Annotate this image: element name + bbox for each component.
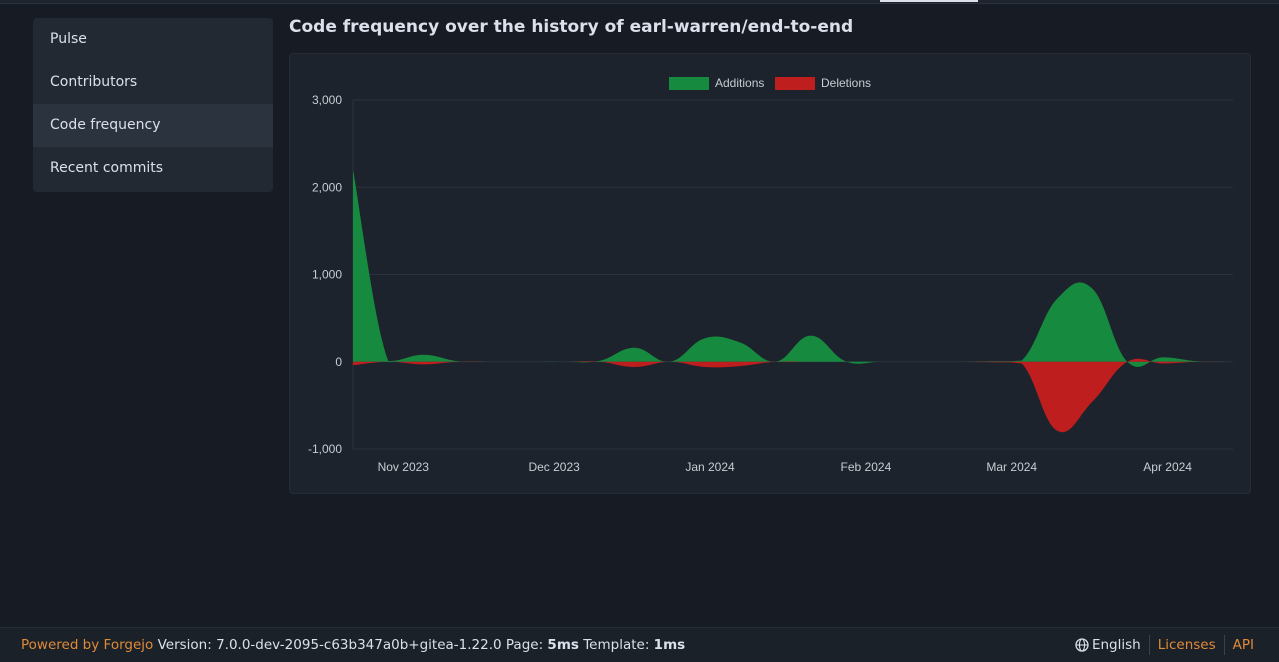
- insights-sidebar: Pulse Contributors Code frequency Recent…: [33, 18, 273, 192]
- area-additions: [353, 169, 1233, 367]
- page-title: Code frequency over the history of earl-…: [289, 17, 854, 37]
- version-label: Version:: [157, 637, 212, 653]
- divider: [1148, 635, 1150, 655]
- globe-icon: [1075, 638, 1089, 652]
- x-tick-label: Nov 2023: [378, 460, 430, 474]
- chart-svg: Additions Deletions 3,000 2,000 1,000 0 -1,0…: [308, 76, 1233, 474]
- sidebar-item-code-frequency[interactable]: Code frequency: [33, 104, 273, 147]
- version-value: 7.0.0-dev-2095-c63b347a0b+gitea-1.22.0: [216, 637, 502, 653]
- sidebar-item-pulse[interactable]: Pulse: [50, 31, 87, 47]
- x-tick-label: Mar 2024: [986, 460, 1037, 474]
- language-selector[interactable]: English: [1075, 628, 1141, 662]
- template-time-label: Template:: [583, 637, 650, 653]
- footer: Powered by Forgejo Version: 7.0.0-dev-20…: [0, 627, 1279, 662]
- x-tick-label: Dec 2023: [528, 460, 580, 474]
- top-nav-border: [0, 0, 1279, 4]
- x-tick-label: Feb 2024: [841, 460, 892, 474]
- area-deletions: [353, 358, 1233, 433]
- page-time-value: 5ms: [547, 637, 579, 653]
- language-label: English: [1091, 637, 1141, 653]
- legend-label-deletions: Deletions: [821, 76, 871, 90]
- template-time-value: 1ms: [653, 637, 686, 653]
- y-tick-label: 2,000: [312, 180, 342, 194]
- chart-legend[interactable]: Additions Deletions: [669, 76, 871, 90]
- y-tick-label: 3,000: [312, 93, 342, 107]
- y-tick-label: 0: [335, 355, 342, 369]
- sidebar-item-contributors[interactable]: Contributors: [50, 74, 138, 90]
- y-tick-label: -1,000: [308, 442, 342, 456]
- legend-swatch-additions: [669, 77, 709, 90]
- licenses-link[interactable]: Licenses: [1157, 637, 1216, 653]
- sidebar-item-recent-commits[interactable]: Recent commits: [50, 160, 164, 176]
- page-time-label: Page:: [505, 637, 544, 653]
- legend-swatch-deletions: [775, 77, 815, 90]
- x-tick-label: Jan 2024: [685, 460, 735, 474]
- api-link[interactable]: API: [1232, 637, 1254, 653]
- active-tab-indicator: [880, 0, 978, 2]
- x-tick-label: Apr 2024: [1143, 460, 1192, 474]
- divider: [1223, 635, 1225, 655]
- legend-label-additions: Additions: [715, 76, 764, 90]
- powered-by-link[interactable]: Powered by Forgejo: [21, 637, 154, 653]
- code-frequency-chart: Additions Deletions 3,000 2,000 1,000 0 -1,0…: [289, 53, 1251, 494]
- y-tick-label: 1,000: [312, 268, 342, 282]
